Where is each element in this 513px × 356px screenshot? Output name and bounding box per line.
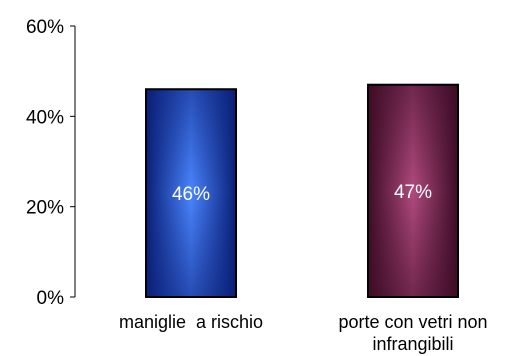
category-label: porte con vetri non: [338, 312, 487, 332]
bar-outline: [367, 83, 459, 299]
bar-group: [145, 88, 237, 298]
labels: 46% maniglie a rischio 47% porte con vetri …: [119, 182, 488, 354]
bar-outline: [145, 88, 237, 298]
bar-group: [367, 83, 459, 299]
category-label: maniglie a rischio: [119, 312, 263, 332]
data-label: 46%: [172, 184, 210, 205]
data-label: 47%: [394, 182, 432, 203]
y-tick-label: 0%: [37, 288, 65, 309]
bars: [145, 83, 459, 299]
y-tick-label: 60%: [26, 17, 64, 38]
bar-shading: [146, 89, 236, 297]
y-axis: 0% 20% 40% 60%: [26, 17, 76, 309]
category-label: infrangibili: [372, 334, 453, 354]
bar-shading: [368, 84, 458, 297]
y-tick-label: 20%: [26, 198, 64, 219]
y-tick-label: 40%: [26, 107, 64, 128]
